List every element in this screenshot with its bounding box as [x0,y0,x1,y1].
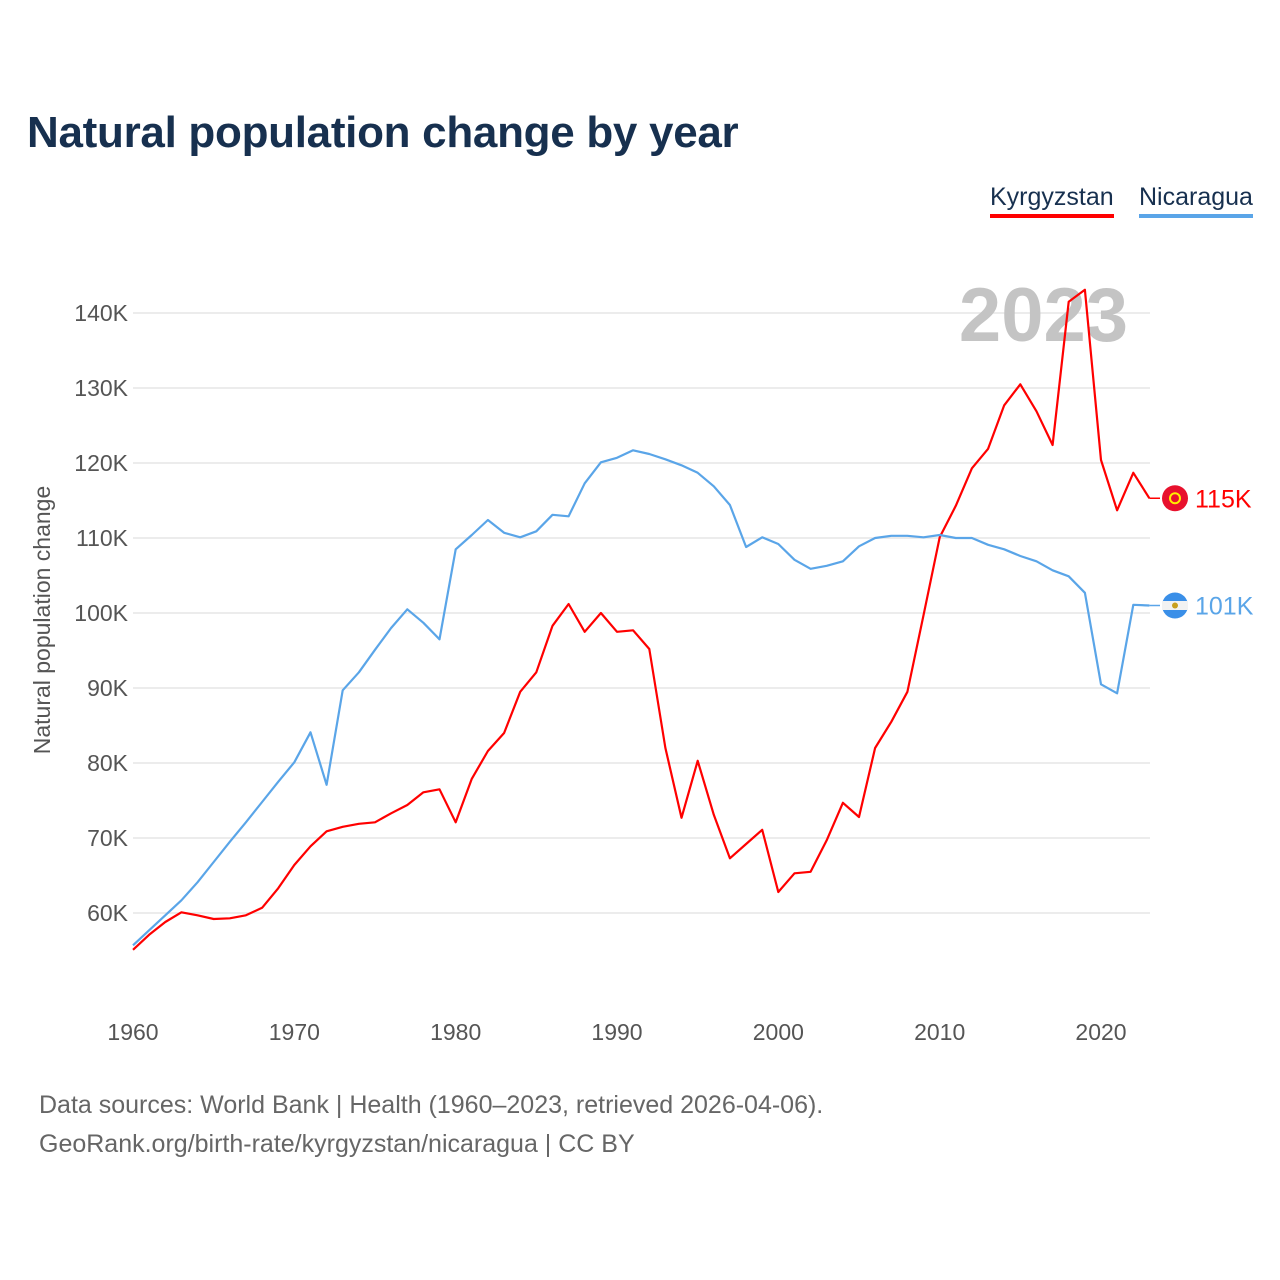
footer-sources: Data sources: World Bank | Health (1960–… [39,1091,824,1119]
series-line-kyrgyzstan[interactable] [132,288,1151,951]
y-tick-label: 110K [76,525,129,551]
y-tick-label: 120K [74,450,128,476]
nicaragua-flag-icon [1162,592,1188,619]
y-tick-label: 100K [74,600,128,626]
footer: Data sources: World Bank | Health (1960–… [39,1086,823,1164]
year-watermark: 2023 [959,273,1128,358]
x-tick-label: 2020 [1075,1019,1126,1045]
y-tick-label: 70K [87,825,129,851]
x-tick-label: 1990 [591,1019,642,1045]
x-tick-label: 1960 [107,1019,158,1045]
y-tick-label: 90K [87,675,129,701]
end-value-label: 101K [1195,593,1254,621]
x-tick-label: 2000 [753,1019,804,1045]
y-tick-label: 60K [87,900,129,926]
y-axis-label: Natural population change [29,486,55,755]
kyrgyzstan-flag-icon [1162,485,1188,512]
legend-item-nicaragua[interactable]: Nicaragua [1139,183,1253,218]
footer-link[interactable]: GeoRank.org/birth-rate/kyrgyzstan/nicara… [39,1130,635,1158]
x-tick-label: 1980 [430,1019,481,1045]
legend-item-kyrgyzstan[interactable]: Kyrgyzstan [990,183,1114,218]
y-tick-label: 80K [87,750,129,776]
x-tick-label: 2010 [914,1019,965,1045]
end-value-label: 115K [1195,485,1252,513]
y-tick-label: 130K [74,375,128,401]
y-tick-label: 140K [74,300,128,326]
chart-title: Natural population change by year [27,108,739,157]
series-line-nicaragua[interactable] [132,449,1150,947]
x-tick-label: 1970 [269,1019,320,1045]
